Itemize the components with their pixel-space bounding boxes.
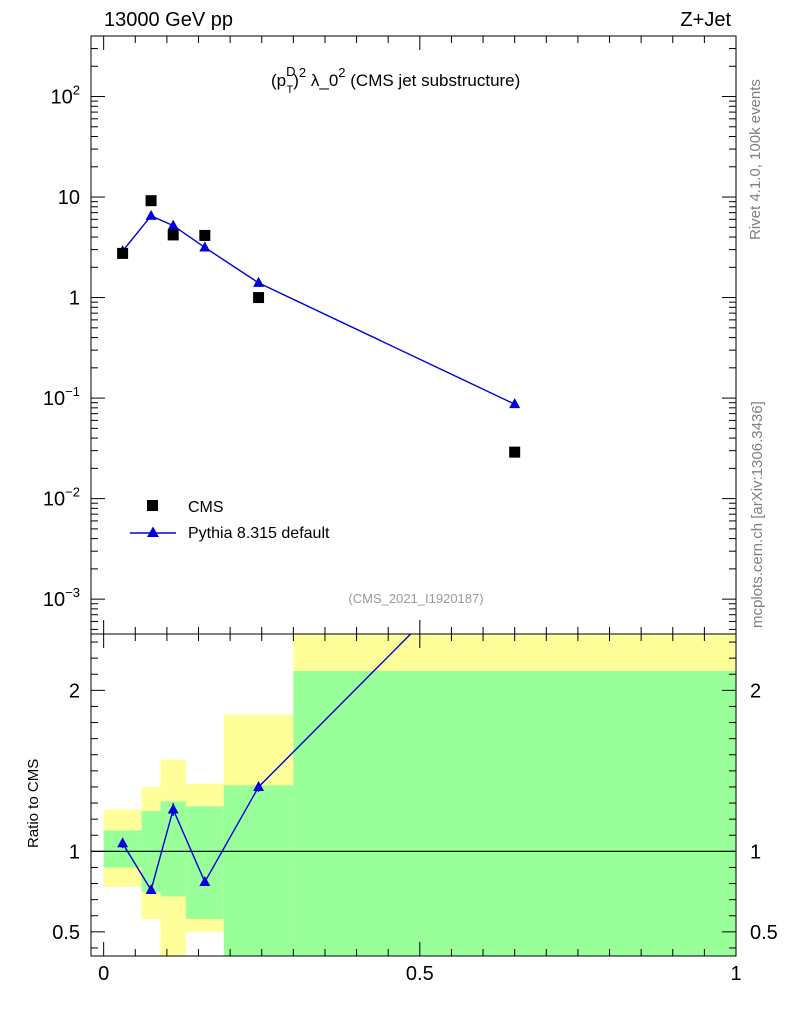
x-tick-label: 1 — [730, 963, 741, 985]
y-tick-label: 10−1 — [43, 384, 80, 410]
legend-data-label: CMS — [188, 499, 224, 516]
legend-mc-label: Pythia 8.315 default — [188, 525, 330, 542]
ratio-point — [117, 837, 129, 848]
ratio-y-tick-label-right: 0.5 — [750, 922, 778, 944]
side-label-mcplots: mcplots.cern.ch [arXiv:1306.3436] — [749, 401, 766, 628]
main-panel-frame — [90, 35, 737, 635]
x-tick-label: 0.5 — [406, 963, 434, 985]
uncertainty-band-inner — [160, 801, 186, 897]
mc-point — [145, 209, 157, 220]
analysis-id: (CMS_2021_I1920187) — [348, 591, 483, 606]
data-point — [117, 247, 129, 259]
legend-data-marker — [147, 500, 158, 511]
data-point — [167, 229, 179, 241]
side-label-rivet: Rivet 4.1.0, 100k events — [747, 79, 764, 240]
ratio-y-tick-label-right: 1 — [750, 841, 761, 863]
mc-point — [253, 276, 265, 287]
legend: CMS Pythia 8.315 default — [130, 499, 330, 542]
data-point — [199, 229, 211, 241]
header-right: Z+Jet — [680, 9, 731, 31]
uncertainty-band-inner — [293, 671, 736, 956]
ratio-panel-frame — [90, 633, 737, 957]
ratio-point — [167, 803, 179, 814]
ratio-point — [145, 883, 157, 894]
mc-point — [509, 398, 521, 409]
y-tick-label: 1 — [69, 288, 80, 310]
ratio-y-tick-label: 2 — [69, 680, 80, 702]
ratio-ylabel: Ratio to CMS — [25, 759, 42, 848]
ratio-y-tick-label: 0.5 — [52, 922, 80, 944]
mc-point — [167, 219, 179, 230]
y-tick-label: 10−3 — [43, 585, 80, 611]
data-point — [253, 292, 265, 304]
uncertainty-band-inner — [223, 785, 294, 956]
mc-point — [199, 241, 211, 252]
ratio-y-tick-label-right: 2 — [750, 680, 761, 702]
mc-line — [122, 214, 515, 405]
ratio-y-tick-label: 1 — [69, 841, 80, 863]
data-point — [145, 195, 157, 207]
main-panel: 102 10 1 10−1 10−2 10−3 (pD T)2 λ_02 (CMS jet … — [43, 35, 737, 635]
x-tick-label: 0 — [98, 963, 109, 985]
data-point — [509, 446, 521, 458]
uncertainty-band-inner — [103, 830, 142, 868]
uncertainty-band-inner — [185, 806, 224, 919]
ratio-panel: 2 2 1 1 0.5 0.5 0 0.5 1 Ratio to CMS — [25, 633, 778, 985]
plot-title: (pD T)2 λ_02 (CMS jet substructure) — [271, 64, 520, 96]
y-tick-label: 102 — [51, 83, 80, 109]
ratio-line — [122, 634, 412, 892]
y-tick-label: 10−2 — [43, 485, 80, 511]
legend-mc-marker — [147, 526, 159, 537]
y-tick-label: 10 — [58, 187, 80, 209]
ratio-point — [199, 875, 211, 886]
header-left: 13000 GeV pp — [104, 9, 233, 31]
ratio-point — [253, 780, 265, 791]
